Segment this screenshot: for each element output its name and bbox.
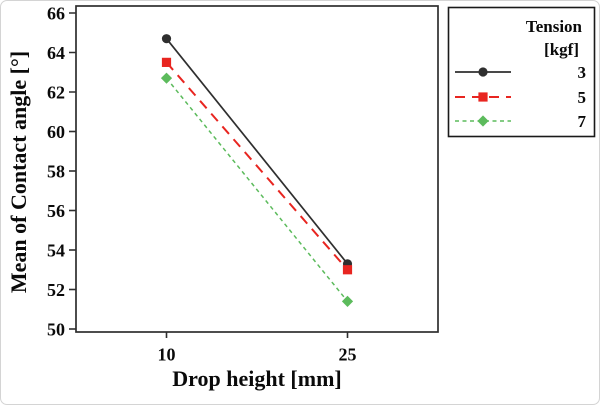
y-tick-label: 50 bbox=[47, 319, 65, 339]
y-tick-label: 60 bbox=[47, 122, 65, 142]
y-tick-label: 62 bbox=[47, 82, 65, 102]
series-line-3 bbox=[165, 38, 349, 265]
series-marker-7 bbox=[160, 72, 173, 84]
y-tick-label: 54 bbox=[47, 240, 65, 260]
legend-sample-marker-5 bbox=[478, 92, 488, 102]
series-marker-5 bbox=[161, 57, 172, 67]
legend-title-units: [kgf] bbox=[544, 40, 579, 59]
y-tick-label: 56 bbox=[47, 201, 65, 221]
series-marker-3 bbox=[161, 34, 172, 44]
x-tick-label: 10 bbox=[158, 344, 176, 364]
legend-entry-label: 7 bbox=[578, 112, 587, 131]
legend-entry-label: 3 bbox=[578, 63, 587, 82]
y-tick-label: 58 bbox=[47, 161, 65, 181]
legend-sample-marker-3 bbox=[478, 67, 488, 77]
x-axis-title: Drop height [mm] bbox=[172, 366, 342, 391]
plot-frame bbox=[75, 5, 439, 333]
series-marker-7 bbox=[341, 295, 354, 307]
y-tick-label: 64 bbox=[47, 43, 65, 63]
x-tick-label: 25 bbox=[339, 344, 357, 364]
legend-sample-marker-7 bbox=[477, 115, 489, 127]
y-axis-title: Mean of Contact angle [°] bbox=[6, 50, 31, 294]
series-line-5 bbox=[165, 61, 349, 271]
series-line-7 bbox=[165, 77, 349, 302]
legend-entry-label: 5 bbox=[578, 88, 587, 107]
legend-title: Tension bbox=[526, 17, 583, 36]
series-marker-5 bbox=[342, 265, 353, 275]
y-tick-label: 52 bbox=[47, 280, 65, 300]
y-tick-label: 66 bbox=[47, 3, 65, 23]
